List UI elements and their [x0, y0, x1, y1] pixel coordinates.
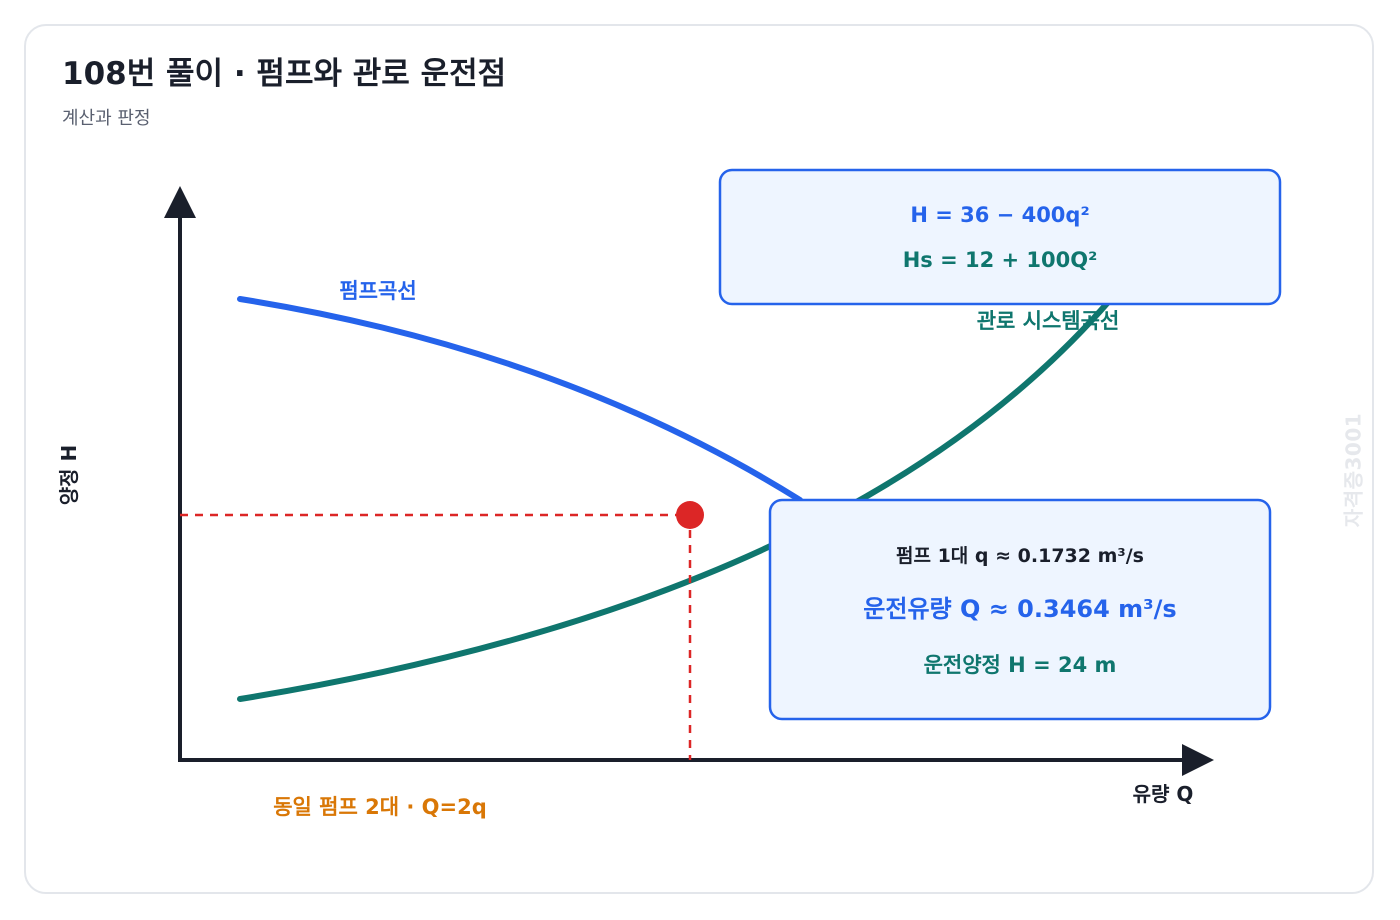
x-axis-label: 유량 Q — [1133, 782, 1194, 806]
parallel-pump-note: 동일 펌프 2대 · Q=2q — [273, 795, 487, 819]
watermark: 자격증3001 — [1341, 412, 1366, 528]
operating-flow: 운전유량 Q ≈ 0.3464 m³/s — [863, 595, 1176, 623]
page-title: 108번 풀이 · 펌프와 관로 운전점 — [62, 56, 507, 92]
pump-equation: H = 36 − 400q² — [910, 203, 1089, 227]
page-subtitle: 계산과 판정 — [62, 108, 151, 129]
system-curve-label: 관로 시스템곡선 — [977, 309, 1120, 333]
operating-head: 운전양정 H = 24 m — [924, 653, 1117, 677]
pump-curve-label: 펌프곡선 — [339, 279, 416, 303]
y-axis-label: 양정 H — [57, 445, 81, 506]
result-box — [768, 498, 1272, 721]
single-pump-flow: 펌프 1대 q ≈ 0.1732 m³/s — [896, 545, 1144, 567]
operating-point-marker — [676, 501, 704, 529]
pump-curve — [237, 296, 803, 503]
system-equation: Hs = 12 + 100Q² — [903, 248, 1098, 272]
system-curve — [237, 297, 1113, 702]
equation-box — [718, 168, 1282, 306]
y-axis-arrow — [164, 186, 196, 218]
x-axis-arrow — [1182, 744, 1214, 776]
